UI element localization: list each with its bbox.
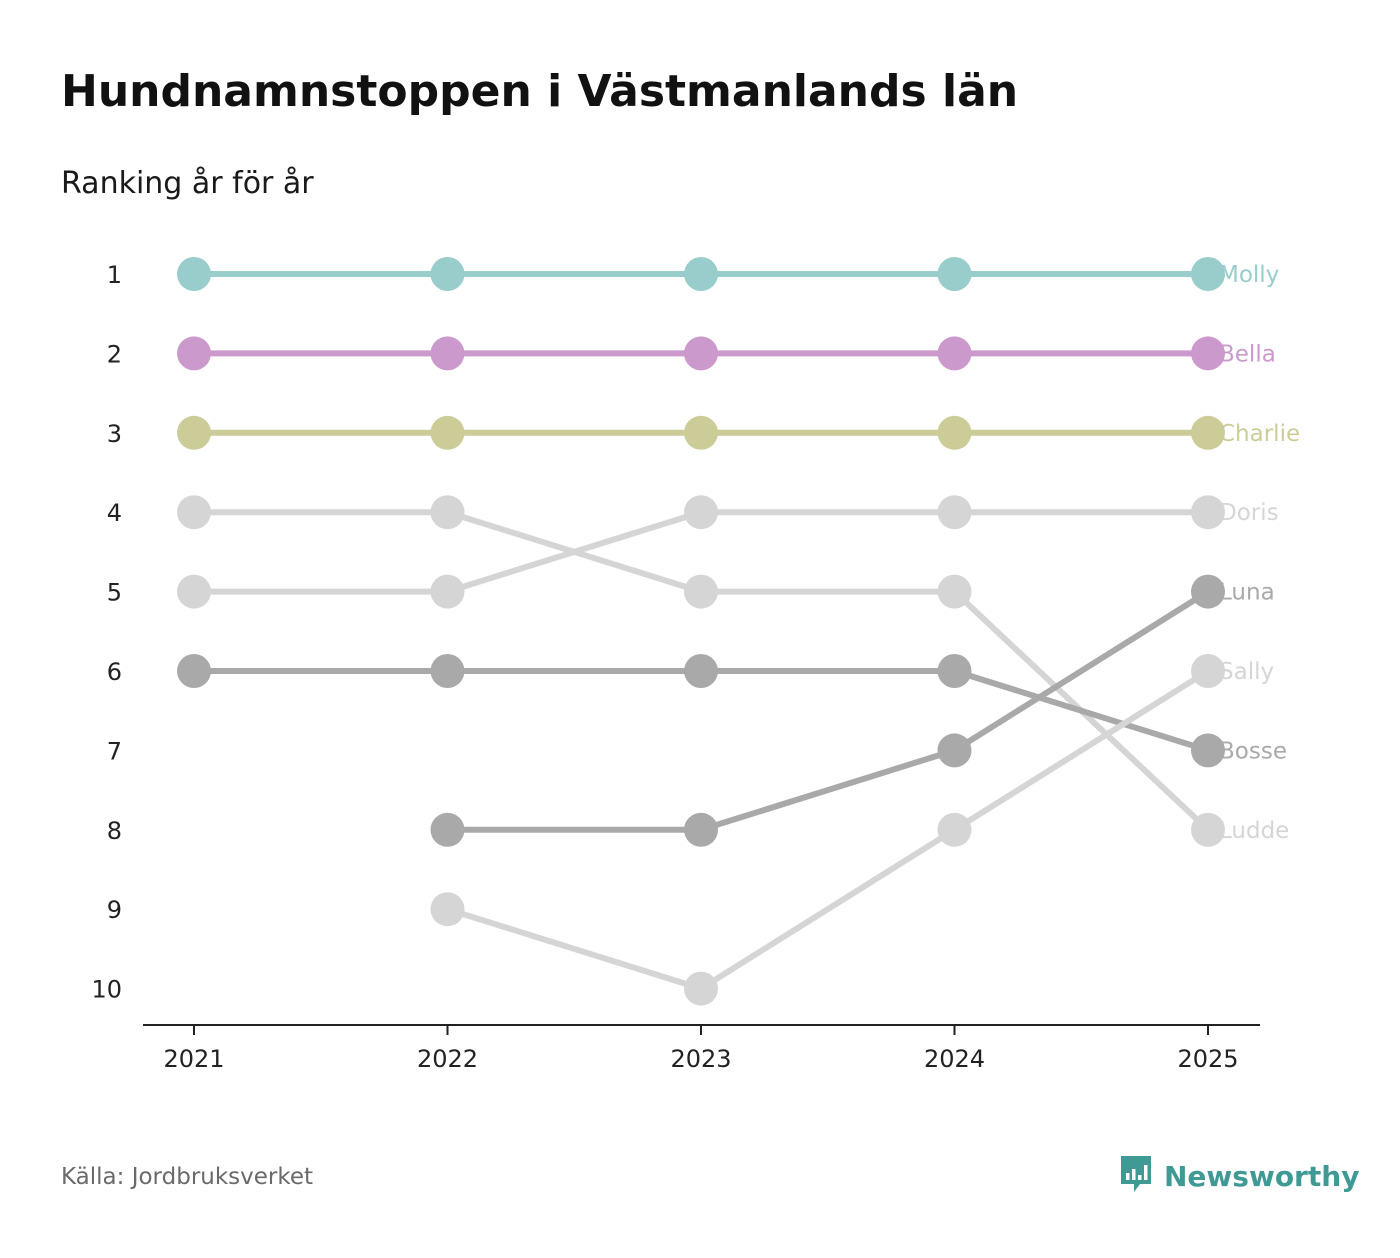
y-tick-label: 1 (107, 261, 122, 289)
y-tick-label: 7 (107, 737, 122, 765)
point-luna-2022 (430, 812, 465, 847)
point-bella-2022 (430, 336, 465, 371)
y-tick-label: 3 (107, 420, 122, 448)
y-tick-label: 6 (107, 658, 122, 686)
point-bosse-2023 (684, 654, 718, 688)
point-sally-2025 (1191, 654, 1225, 688)
brand[interactable]: Newsworthy (1118, 1153, 1359, 1199)
brand-name: Newsworthy (1164, 1159, 1360, 1193)
series-label-charlie: Charlie (1219, 421, 1300, 447)
source-note: Källa: Jordbruksverket (61, 1164, 314, 1190)
x-axis: 2021 2022 2023 2024 2025 (143, 1024, 1260, 1073)
point-bosse-2024 (937, 654, 972, 688)
y-axis-ticks: 1 2 3 4 5 6 7 8 9 10 (91, 261, 122, 1004)
point-luna-2025 (1191, 574, 1225, 609)
point-sally-2024 (937, 812, 972, 847)
point-bella-2024 (937, 336, 972, 371)
x-tick-label: 2022 (417, 1045, 478, 1073)
y-tick-label: 8 (107, 817, 122, 845)
series-label-luna: Luna (1219, 580, 1275, 606)
x-tick-label: 2021 (163, 1045, 224, 1073)
series-label-bosse: Bosse (1219, 738, 1287, 764)
y-tick-label: 2 (107, 340, 122, 368)
x-tick-label: 2024 (924, 1045, 985, 1073)
point-bosse-2021 (177, 654, 211, 688)
point-molly-2022 (430, 257, 465, 291)
point-sally-2022 (430, 892, 465, 927)
series-label-doris: Doris (1219, 500, 1279, 526)
series-label-molly: Molly (1219, 262, 1279, 288)
point-molly-2021 (177, 257, 211, 291)
y-tick-label: 4 (107, 499, 122, 527)
point-doris-2022 (430, 574, 465, 609)
point-doris-2021 (177, 574, 211, 609)
series-label-ludde: Ludde (1219, 818, 1289, 844)
series-label-bella: Bella (1219, 341, 1276, 367)
series-lines (191, 271, 1211, 992)
chart-title: Hundnamnstoppen i Västmanlands län (61, 66, 1019, 117)
chart-subtitle: Ranking år för år (61, 166, 314, 201)
point-molly-2023 (684, 257, 718, 291)
point-molly-2024 (937, 257, 972, 291)
series-line-sally (444, 668, 1211, 992)
series-points (177, 257, 1225, 1006)
series-labels: Ludde Bosse Sally Luna Doris Charlie Bella Moll… (1219, 262, 1300, 844)
point-doris-2024 (937, 495, 972, 530)
y-tick-label: 9 (107, 896, 122, 924)
point-ludde-2023 (684, 574, 718, 609)
point-doris-2023 (684, 495, 718, 530)
point-bella-2023 (684, 336, 718, 371)
point-charlie-2021 (177, 415, 211, 450)
point-sally-2023 (684, 971, 718, 1006)
y-tick-label: 5 (107, 579, 122, 607)
point-bella-2021 (177, 336, 211, 371)
point-charlie-2024 (937, 415, 972, 450)
point-ludde-2021 (177, 495, 211, 530)
x-tick-label: 2023 (670, 1045, 731, 1073)
point-ludde-2025 (1191, 812, 1225, 847)
series-line-luna (444, 588, 1211, 833)
point-molly-2025 (1191, 257, 1225, 291)
point-bosse-2022 (430, 654, 465, 688)
point-luna-2024 (937, 733, 972, 768)
series-label-sally: Sally (1219, 659, 1274, 685)
point-bella-2025 (1191, 336, 1225, 371)
point-doris-2025 (1191, 495, 1225, 530)
x-tick-label: 2025 (1177, 1045, 1238, 1073)
point-ludde-2022 (430, 495, 465, 530)
point-bosse-2025 (1191, 733, 1225, 768)
point-charlie-2025 (1191, 415, 1225, 450)
point-luna-2023 (684, 812, 718, 847)
newsworthy-logo-icon (1118, 1153, 1154, 1199)
point-charlie-2023 (684, 415, 718, 450)
point-ludde-2024 (937, 574, 972, 609)
y-tick-label: 10 (91, 976, 122, 1004)
point-charlie-2022 (430, 415, 465, 450)
